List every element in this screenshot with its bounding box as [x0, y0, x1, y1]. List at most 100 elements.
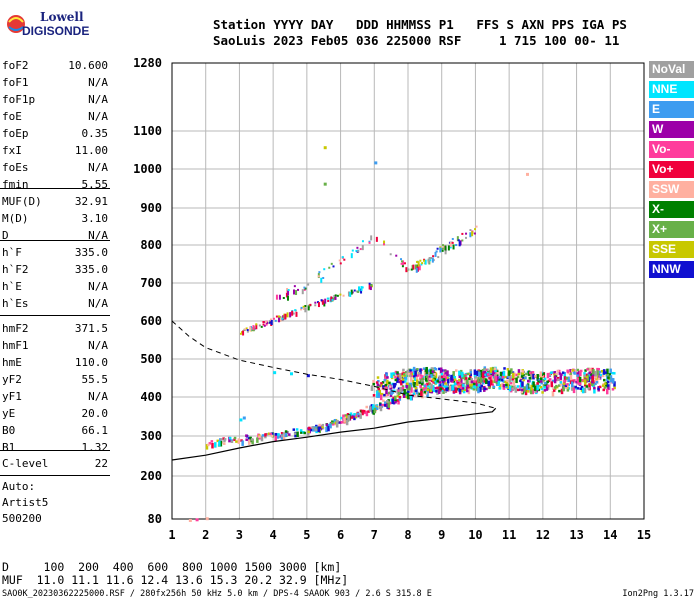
echo-point-spread-f	[383, 379, 387, 382]
echo-point-spread-f	[571, 385, 574, 391]
echo-point-spread-f	[419, 377, 422, 380]
echo-point-second-hop-upper	[461, 232, 464, 235]
param-name: hmE	[2, 356, 22, 369]
echo-point-o-trace	[490, 368, 494, 372]
echo-point-second-hop-upper	[418, 265, 421, 271]
echo-point-spread-f	[399, 386, 402, 393]
echo-point-spread-f	[433, 377, 437, 381]
echo-point-spread-f	[486, 373, 490, 376]
echo-point-spread-f	[576, 374, 579, 377]
echo-point-spread-f	[573, 379, 576, 382]
echo-point-spread-f	[427, 384, 430, 388]
echo-point-spread-f	[440, 372, 444, 376]
echo-point-spread-f	[440, 383, 444, 386]
echo-point-o-trace	[422, 388, 426, 391]
echo-point-spread-f	[397, 377, 401, 380]
echo-point-spread-f	[396, 372, 399, 376]
echo-point-spread-f	[491, 366, 495, 370]
x-tick-label: 2	[202, 528, 209, 542]
echo-point-second-hop	[357, 290, 360, 293]
echo-point-spread-f	[583, 384, 587, 387]
echo-point-spread-f	[551, 371, 554, 374]
echo-point-spread-f	[533, 385, 537, 392]
echo-point-spread-f	[461, 371, 464, 378]
echo-point-second-hop-upper	[436, 247, 439, 250]
echo-point-spread-f	[430, 383, 433, 390]
echo-point-spread-f	[497, 379, 501, 382]
echo-point-o-trace	[223, 442, 226, 445]
echo-point-o-trace	[321, 425, 324, 429]
echo-point-spread-f	[479, 369, 483, 376]
echo-point-spread-f	[526, 390, 529, 393]
echo-point-spread-f	[473, 374, 477, 378]
echo-point-o-trace	[270, 432, 274, 436]
logo-mark	[7, 15, 25, 33]
legend-item: SSE	[649, 241, 694, 258]
echo-point-spread-f	[447, 386, 451, 390]
echo-point-spread-f	[375, 381, 379, 384]
x-tick-label: 13	[569, 528, 583, 542]
param-value: N/A	[88, 161, 108, 174]
echo-point-o-trace	[412, 394, 416, 397]
echo-point-spread-f	[473, 369, 477, 375]
echo-point-second-hop	[370, 284, 373, 287]
param-value: N/A	[88, 390, 108, 403]
echo-point-spread-f	[607, 376, 610, 379]
echo-point-spread-f	[464, 378, 467, 384]
echo-point-second-hop-upper	[471, 231, 474, 237]
echo-point-o-trace	[416, 391, 420, 398]
echo-point-spread-f	[413, 382, 416, 388]
echo-point-o-trace	[356, 412, 360, 416]
param-row: yF1 N/A	[2, 388, 108, 405]
x-tick-label: 3	[236, 528, 243, 542]
echo-point-o-trace	[387, 399, 390, 402]
echo-point-spread-f	[545, 385, 549, 391]
echo-point-o-trace	[261, 434, 265, 437]
echo-point-spread-f	[574, 385, 577, 389]
echo-point-second-hop	[304, 307, 307, 313]
echo-point-spread-f	[510, 385, 513, 388]
echo-point-spread-f	[408, 374, 412, 378]
echo-point-spread-f	[478, 371, 481, 378]
echo-point-spread-f	[377, 379, 380, 383]
echo-point-spread-f	[558, 389, 561, 393]
echo-point-o-trace	[378, 406, 382, 409]
echo-point-spread-f	[469, 369, 472, 372]
echo-point-o-trace	[357, 414, 361, 418]
echo-point-spread-f	[498, 384, 502, 390]
param-row: foE N/A	[2, 108, 108, 125]
echo-point-spread-f	[447, 374, 451, 378]
echo-point-second-hop-upper	[361, 245, 364, 251]
echo-point-o-trace	[345, 415, 349, 419]
echo-point-spread-f	[589, 367, 592, 374]
echo-point-spread-f	[543, 386, 546, 389]
echo-point-o-trace	[299, 429, 303, 432]
echo-point-second-hop	[368, 284, 371, 290]
echo-point-o-trace	[398, 398, 402, 401]
echo-point-spread-f	[413, 372, 416, 375]
echo-point-second-hop-upper	[357, 250, 360, 253]
legend-item: W	[649, 121, 694, 138]
param-row: fmin 5.55	[2, 176, 108, 193]
echo-point-spread-f	[586, 384, 590, 387]
echo-point-spread-f	[569, 374, 573, 381]
echo-point-spread-f	[517, 369, 521, 375]
echo-point-second-hop-upper	[389, 253, 392, 256]
echo-point-second-hop	[279, 316, 282, 322]
echo-point-spread-f	[527, 370, 531, 376]
legend-item: X+	[649, 221, 694, 238]
echo-point-spread-f	[411, 372, 415, 376]
echo-point-spread-f	[477, 387, 480, 394]
echo-point-o-trace	[438, 388, 441, 394]
echo-point-o-trace	[284, 430, 288, 433]
echo-point-spread-f	[611, 378, 615, 384]
echo-point-o-trace	[425, 389, 428, 392]
echo-point-second-hop	[327, 299, 330, 302]
echo-point-o-trace	[237, 438, 241, 444]
echo-point-spread-f	[607, 384, 610, 387]
echo-point-spread-f	[387, 391, 391, 395]
echo-point-spread-f	[571, 369, 575, 372]
echo-point-spread-f	[527, 387, 531, 391]
echo-point-o-trace	[350, 416, 354, 419]
echo-point-spread-f	[486, 368, 489, 372]
